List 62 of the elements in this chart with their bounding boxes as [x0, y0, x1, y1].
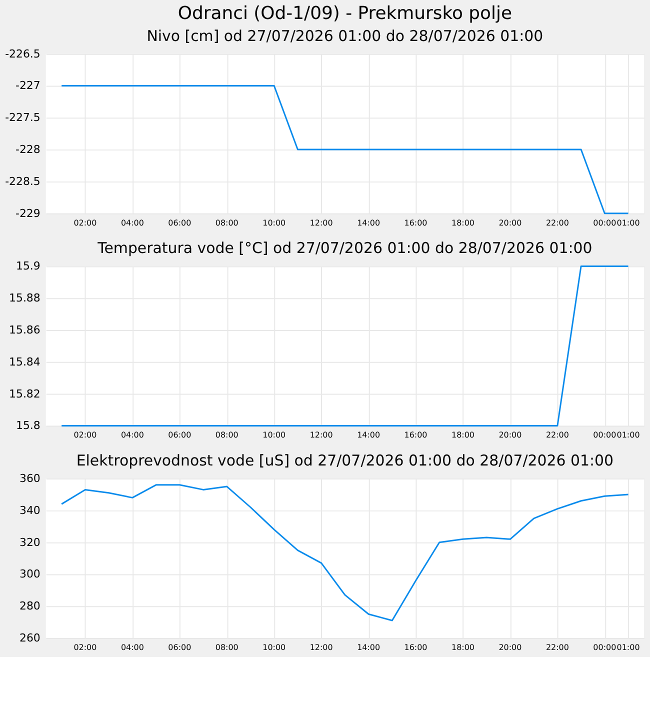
y-tick-label: -227.5 — [5, 111, 40, 124]
y-tick-label: 15.82 — [9, 387, 40, 400]
x-tick-label: 00:00 — [593, 643, 616, 652]
x-tick-label: 04:00 — [120, 643, 144, 652]
y-tick-label: -226.5 — [5, 47, 40, 60]
x-tick-label: 16:00 — [404, 218, 428, 228]
chart-subtitle: Nivo [cm] od 27/07/2026 01:00 do 28/07/2026 01:00 — [146, 26, 544, 45]
x-tick-label: 08:00 — [215, 218, 238, 228]
x-tick-label: 08:00 — [215, 643, 238, 652]
y-tick-label: 15.86 — [9, 323, 40, 336]
y-tick-label: 15.8 — [16, 419, 40, 432]
x-tick-label: 02:00 — [74, 430, 97, 440]
x-tick-label: 14:00 — [357, 643, 380, 652]
y-tick-label: 260 — [19, 632, 40, 645]
x-tick-label: 10:00 — [262, 643, 286, 652]
x-tick-label: 02:00 — [74, 218, 97, 228]
x-tick-label: 22:00 — [546, 218, 569, 228]
y-tick-label: 15.9 — [16, 260, 40, 273]
x-tick-label: 12:00 — [310, 218, 333, 228]
x-tick-label: 01:00 — [616, 430, 640, 440]
chart-title: Odranci (Od-1/09) - Prekmursko polje — [178, 2, 512, 24]
x-tick-label: 20:00 — [498, 643, 522, 652]
y-tick-label: -228.5 — [5, 174, 40, 188]
x-tick-label: 14:00 — [357, 218, 380, 228]
y-tick-label: 320 — [19, 536, 40, 549]
x-tick-label: 01:00 — [616, 643, 640, 652]
x-tick-label: 20:00 — [498, 430, 522, 440]
y-tick-label: -229 — [16, 206, 40, 220]
chart-title: Temperatura vode [°C] od 27/07/2026 01:00 do 28/07/2026 01:00 — [96, 239, 592, 258]
x-tick-label: 02:00 — [74, 643, 97, 652]
chart-title: Elektroprevodnost vode [uS] od 27/07/2026 01:00 do 28/07/2026 01:00 — [76, 452, 614, 470]
y-tick-label: 15.84 — [9, 355, 40, 368]
x-tick-label: 18:00 — [452, 643, 474, 652]
x-tick-label: 06:00 — [168, 218, 192, 228]
x-tick-label: 01:00 — [616, 218, 640, 228]
x-tick-label: 04:00 — [120, 430, 144, 440]
y-tick-label: -228 — [16, 143, 40, 156]
x-tick-label: 12:00 — [310, 430, 333, 440]
y-tick-label: 15.88 — [9, 292, 40, 305]
x-tick-label: 22:00 — [546, 430, 569, 440]
x-tick-label: 04:00 — [120, 218, 144, 228]
x-tick-label: 10:00 — [262, 218, 286, 228]
y-tick-label: 340 — [19, 504, 40, 517]
x-tick-label: 06:00 — [168, 430, 192, 440]
line-series — [60, 484, 630, 622]
y-tick-label: -227 — [16, 79, 40, 92]
x-tick-label: 08:00 — [215, 430, 238, 440]
x-tick-label: 16:00 — [404, 643, 428, 652]
x-tick-label: 18:00 — [452, 430, 474, 440]
x-tick-label: 20:00 — [498, 218, 522, 228]
x-tick-label: 12:00 — [310, 643, 333, 652]
x-tick-label: 06:00 — [168, 643, 192, 652]
y-tick-label: 360 — [19, 472, 40, 486]
y-tick-label: 300 — [19, 568, 40, 581]
x-tick-label: 00:00 — [593, 218, 616, 228]
x-tick-label: 18:00 — [452, 218, 474, 228]
y-tick-label: 280 — [19, 600, 40, 613]
x-tick-label: 00:00 — [593, 430, 616, 440]
x-tick-label: 10:00 — [262, 430, 286, 440]
x-tick-label: 16:00 — [404, 430, 428, 440]
x-tick-label: 14:00 — [357, 430, 380, 440]
x-tick-label: 22:00 — [546, 643, 569, 652]
